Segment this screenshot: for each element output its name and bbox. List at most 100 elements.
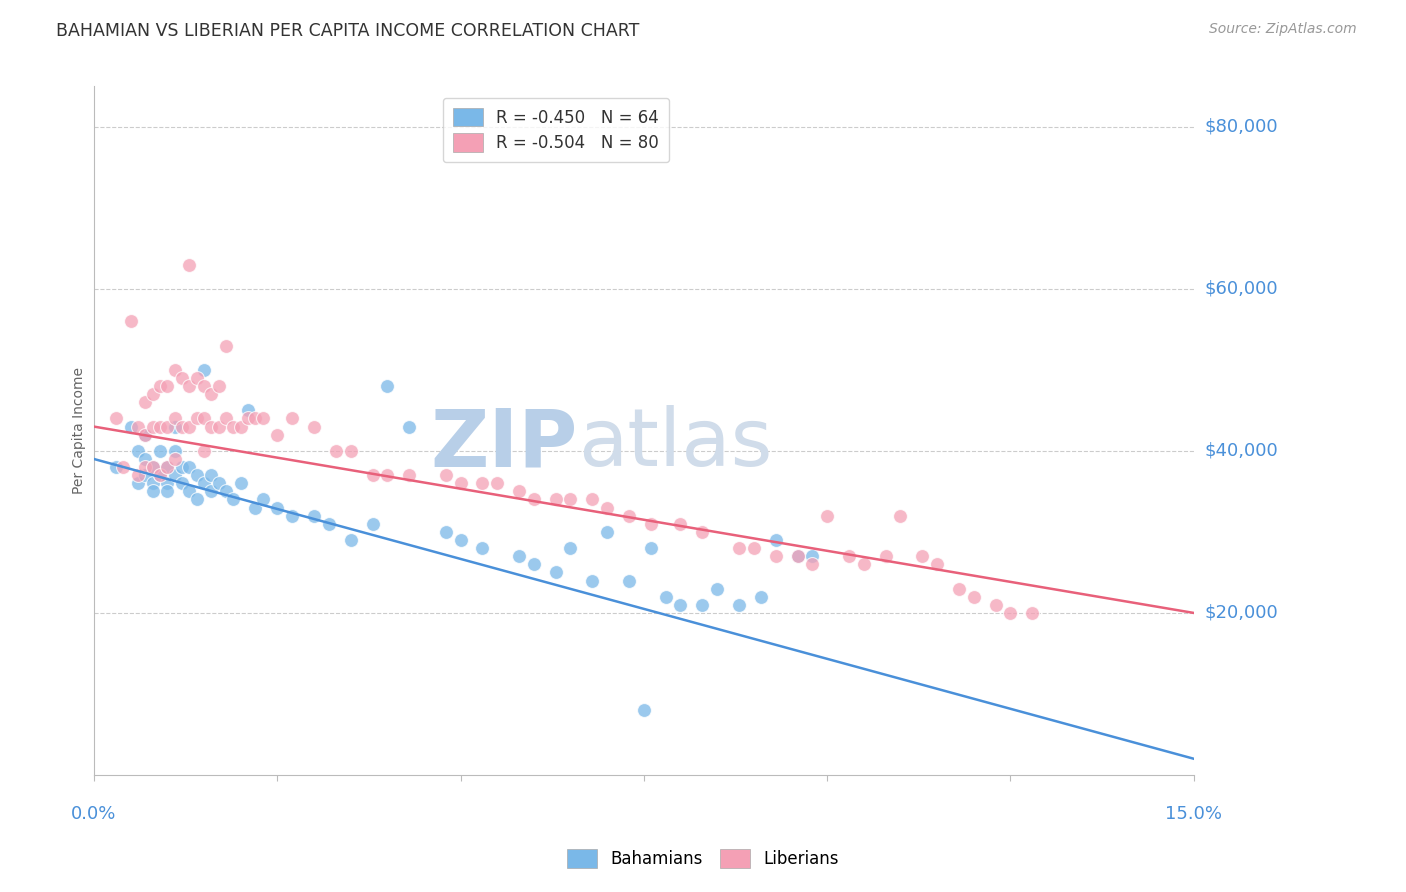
Point [215,484,238,499]
Text: $40,000: $40,000 [1205,442,1278,460]
Point [229,476,252,491]
Point [801,549,824,564]
Point [318,516,340,531]
Point [149,379,172,393]
Text: $60,000: $60,000 [1205,280,1278,298]
Point [281,411,304,425]
Point [142,460,165,475]
Point [179,460,201,475]
Point [142,476,165,491]
Point [655,590,678,604]
Point [640,516,662,531]
Point [104,460,127,475]
Point [134,452,156,467]
Point [149,419,172,434]
Point [925,558,948,572]
Point [852,558,875,572]
Point [375,468,398,483]
Point [801,558,824,572]
Point [134,427,156,442]
Point [984,598,1007,612]
Point [486,476,509,491]
Point [325,443,347,458]
Point [163,468,186,483]
Point [765,533,787,547]
Point [236,403,259,417]
Point [156,379,179,393]
Point [193,411,215,425]
Point [669,598,692,612]
Point [207,379,229,393]
Point [560,541,582,555]
Legend: R = -0.450   N = 64, R = -0.504   N = 80: R = -0.450 N = 64, R = -0.504 N = 80 [443,98,669,162]
Point [434,524,457,539]
Point [815,508,838,523]
Point [692,524,714,539]
Point [875,549,897,564]
Point [163,443,186,458]
Point [266,500,288,515]
Point [889,508,911,523]
Point [200,387,222,401]
Point [215,411,238,425]
Point [742,541,765,555]
Point [134,427,156,442]
Point [523,492,546,507]
Point [302,419,325,434]
Point [186,371,208,385]
Point [706,582,728,596]
Text: ZIP: ZIP [430,405,578,483]
Point [596,524,619,539]
Text: 15.0%: 15.0% [1166,805,1222,823]
Point [281,508,304,523]
Text: Source: ZipAtlas.com: Source: ZipAtlas.com [1209,22,1357,37]
Point [266,427,288,442]
Point [508,484,530,499]
Point [302,508,325,523]
Point [149,468,172,483]
Point [245,500,267,515]
Text: $20,000: $20,000 [1205,604,1278,622]
Point [156,460,179,475]
Point [104,411,127,425]
Point [163,419,186,434]
Point [186,468,208,483]
Point [596,500,619,515]
Point [361,468,384,483]
Point [179,379,201,393]
Point [186,411,208,425]
Point [633,703,655,717]
Point [134,395,156,409]
Point [911,549,934,564]
Point [786,549,808,564]
Point [544,492,567,507]
Point [749,590,772,604]
Point [339,533,361,547]
Point [179,484,201,499]
Point [963,590,986,604]
Point [1021,606,1043,620]
Point [200,468,222,483]
Point [193,476,215,491]
Y-axis label: Per Capita Income: Per Capita Income [72,368,86,494]
Point [156,484,179,499]
Point [142,419,165,434]
Point [222,492,245,507]
Point [134,468,156,483]
Point [692,598,714,612]
Point [207,419,229,434]
Point [560,492,582,507]
Point [127,419,149,434]
Point [523,558,546,572]
Point [398,468,420,483]
Point [120,314,142,328]
Point [142,484,165,499]
Point [375,379,398,393]
Point [200,484,222,499]
Point [112,460,135,475]
Point [186,492,208,507]
Point [948,582,970,596]
Point [163,411,186,425]
Point [127,476,149,491]
Point [170,419,193,434]
